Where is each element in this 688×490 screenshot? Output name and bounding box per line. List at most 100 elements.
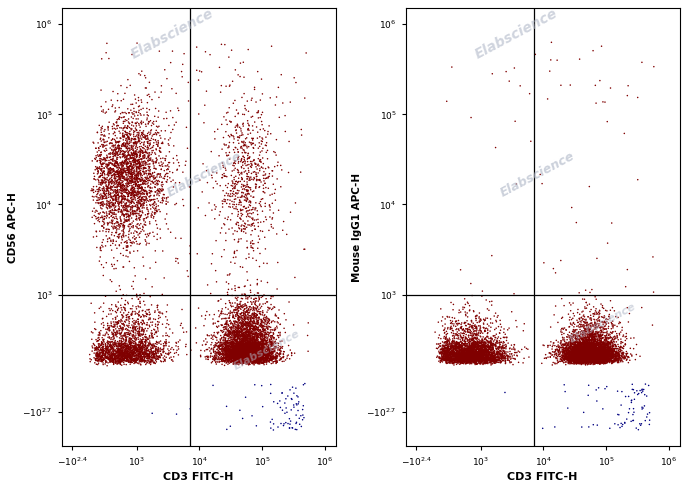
- Point: [558, 347, 569, 355]
- Point: [228, 343, 239, 351]
- Point: [484, 354, 495, 362]
- Point: [277, 406, 288, 414]
- Point: [131, 351, 142, 359]
- Point: [611, 347, 622, 355]
- Point: [245, 352, 256, 360]
- Point: [136, 186, 147, 194]
- Point: [238, 351, 249, 359]
- Point: [251, 348, 262, 356]
- Point: [587, 353, 598, 361]
- Point: [584, 353, 595, 361]
- Point: [442, 338, 453, 345]
- Point: [585, 354, 596, 362]
- Point: [597, 352, 608, 360]
- Point: [233, 343, 244, 350]
- Point: [253, 352, 264, 360]
- Point: [122, 175, 133, 183]
- Point: [103, 354, 114, 362]
- Point: [583, 355, 594, 363]
- Point: [237, 349, 248, 357]
- Point: [239, 331, 250, 339]
- Point: [137, 326, 148, 334]
- Point: [581, 356, 592, 364]
- Point: [593, 353, 604, 361]
- Point: [228, 331, 239, 339]
- Point: [243, 328, 254, 336]
- Point: [241, 342, 252, 349]
- Point: [577, 353, 588, 361]
- Point: [440, 320, 451, 328]
- Point: [129, 175, 140, 183]
- Point: [566, 348, 577, 356]
- Point: [131, 341, 142, 348]
- Point: [102, 319, 113, 327]
- Point: [259, 357, 270, 365]
- Point: [224, 344, 235, 352]
- Point: [501, 337, 512, 344]
- Point: [272, 175, 283, 183]
- Point: [606, 357, 617, 365]
- Point: [116, 183, 127, 191]
- Point: [233, 350, 244, 358]
- Point: [112, 319, 123, 327]
- Point: [602, 345, 613, 353]
- Point: [254, 345, 265, 353]
- Point: [568, 353, 579, 361]
- Point: [573, 351, 584, 359]
- Point: [171, 199, 182, 207]
- Point: [466, 344, 477, 352]
- Point: [228, 346, 239, 354]
- Point: [123, 345, 134, 353]
- Point: [168, 345, 179, 353]
- Point: [582, 353, 593, 361]
- Point: [237, 193, 248, 200]
- Point: [587, 345, 598, 353]
- Point: [229, 347, 240, 355]
- Point: [449, 358, 460, 366]
- Point: [600, 355, 611, 363]
- Point: [603, 357, 614, 365]
- Point: [257, 351, 268, 359]
- Point: [551, 351, 562, 359]
- Point: [239, 355, 250, 363]
- Point: [594, 350, 605, 358]
- Point: [123, 353, 134, 361]
- Point: [616, 353, 627, 361]
- Point: [578, 349, 589, 357]
- Point: [458, 346, 469, 354]
- Point: [497, 343, 508, 350]
- Point: [570, 350, 581, 358]
- Point: [230, 344, 241, 352]
- Point: [580, 341, 591, 349]
- Point: [599, 356, 610, 364]
- Point: [596, 357, 607, 365]
- Point: [237, 348, 248, 356]
- Point: [468, 331, 479, 339]
- Point: [235, 351, 246, 359]
- Point: [613, 350, 624, 358]
- Point: [257, 311, 268, 319]
- Point: [258, 318, 269, 326]
- Point: [128, 198, 139, 206]
- Point: [96, 126, 107, 134]
- Point: [469, 358, 480, 366]
- Point: [491, 339, 502, 347]
- Point: [241, 294, 252, 302]
- Point: [570, 346, 581, 354]
- Point: [258, 345, 269, 353]
- Point: [237, 335, 248, 343]
- Point: [212, 345, 223, 353]
- Point: [233, 343, 244, 351]
- Point: [564, 350, 575, 358]
- Point: [486, 352, 497, 360]
- Point: [250, 357, 261, 365]
- Point: [237, 354, 248, 362]
- Point: [133, 320, 144, 328]
- Point: [447, 342, 458, 349]
- Point: [94, 165, 105, 173]
- Point: [619, 349, 630, 357]
- Point: [125, 209, 136, 217]
- Point: [611, 349, 622, 357]
- Point: [481, 343, 492, 351]
- Point: [460, 358, 471, 366]
